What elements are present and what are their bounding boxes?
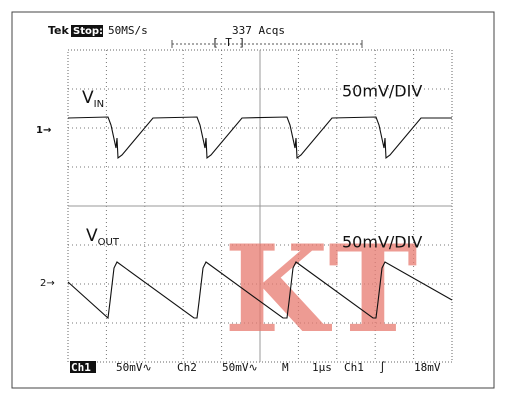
vout-scale: 50mV/DIV xyxy=(342,233,422,252)
ch1-marker: 1→ xyxy=(36,125,51,136)
footer-item: 18mV xyxy=(414,361,441,374)
footer-item: Ch2 xyxy=(177,361,197,374)
state: Stop: xyxy=(73,26,103,37)
trigger-bracket: [ T ] xyxy=(212,36,245,49)
vin-label: VIN xyxy=(82,88,104,110)
footer-item: Ch1 xyxy=(71,361,91,374)
label-main: V xyxy=(82,88,94,108)
label-sub: OUT xyxy=(98,237,120,248)
footer-item: 1µs xyxy=(312,361,332,374)
footer-item: ∫ xyxy=(379,361,386,374)
brand: Tek xyxy=(48,24,70,37)
footer-item: Ch1 xyxy=(344,361,364,374)
vin-scale: 50mV/DIV xyxy=(342,82,422,101)
label-sub: IN xyxy=(94,99,104,110)
vout-label: VOUT xyxy=(86,226,120,248)
scope-screenshot: KT Tek Stop: 50MS/s 337 Acqs [ T ] 1→ 2→… xyxy=(0,0,506,400)
label-main: V xyxy=(86,226,98,246)
footer-item: 50mV∿ xyxy=(116,361,152,374)
sample-rate: 50MS/s xyxy=(108,24,148,37)
footer-item: 50mV∿ xyxy=(222,361,258,374)
footer-item: M xyxy=(282,361,289,374)
footer: Ch1 50mV∿ Ch2 50mV∿ M 1µs Ch1 ∫ 18mV xyxy=(71,361,441,374)
ch2-marker: 2→ xyxy=(40,278,55,289)
